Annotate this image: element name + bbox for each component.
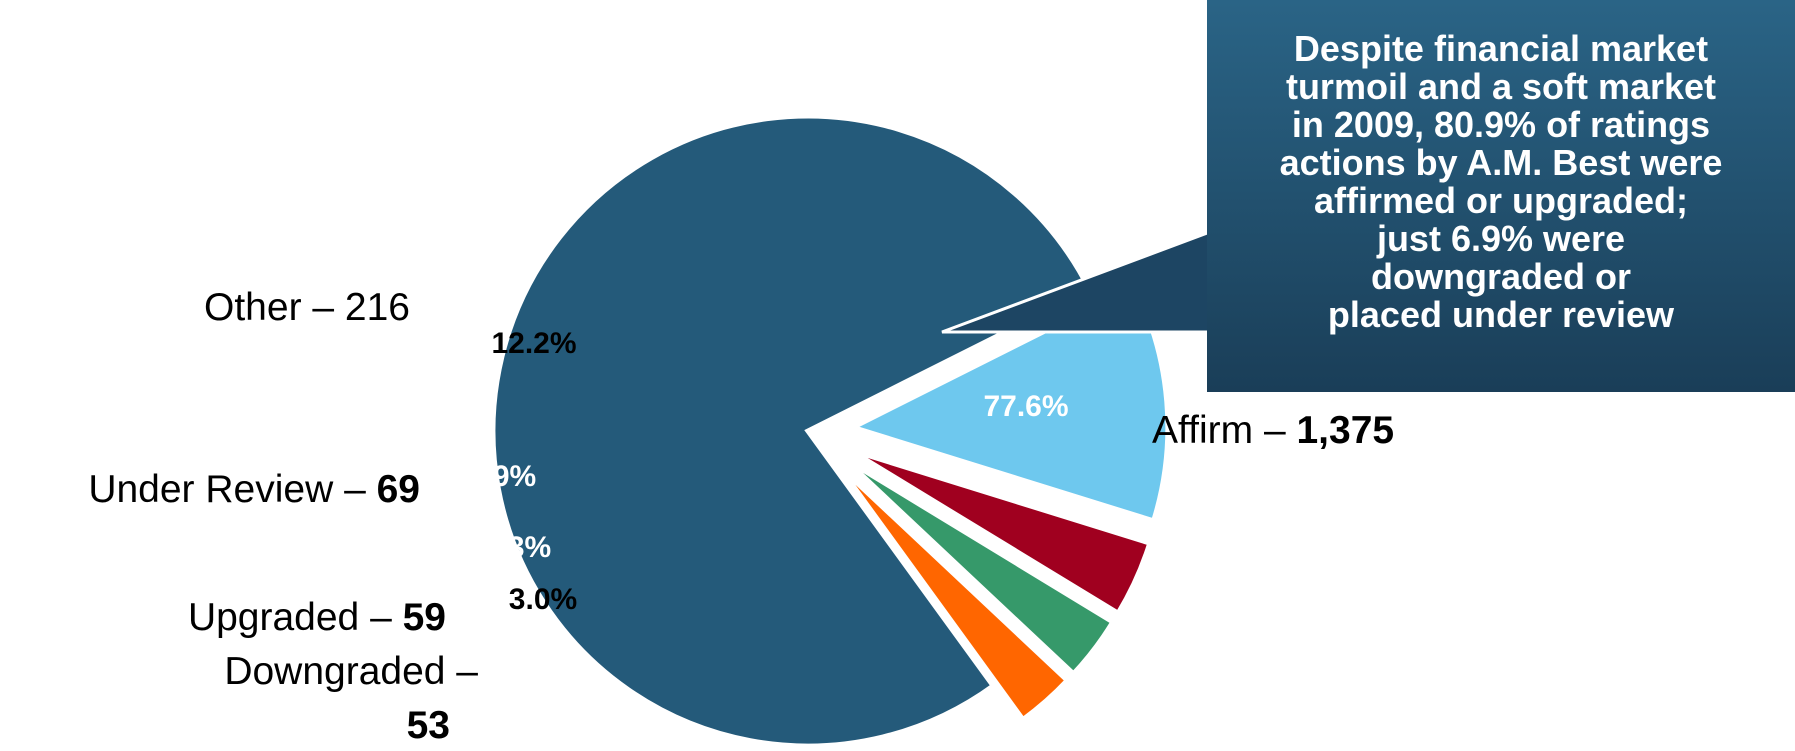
category-labels: Affirm – 1,375 Other – 216 Under Review – …	[88, 286, 1394, 747]
pie-slice-upgraded	[842, 456, 1117, 678]
percent-labels: 77.6% 12.2% 3.9% 3.3% 3.0%	[468, 327, 1069, 616]
percent-label-affirm: 77.6%	[983, 390, 1068, 423]
callout-line: downgraded or	[1371, 256, 1631, 297]
callout-text: Despite financial market turmoil and a so…	[1280, 28, 1723, 335]
category-name: Affirm –	[1152, 409, 1296, 452]
pie-slices	[490, 113, 1171, 749]
percent-label-upgraded: 3.3%	[483, 531, 551, 564]
callout-line: turmoil and a soft market	[1286, 66, 1716, 107]
percent-label-under-review: 3.9%	[468, 460, 536, 493]
callout-box	[1207, 0, 1795, 392]
category-label-other: Other – 216	[204, 286, 410, 329]
category-label-affirm: Affirm – 1,375	[1152, 409, 1394, 452]
callout-line: just 6.9% were	[1376, 218, 1625, 259]
category-label-upgraded: Upgraded – 59	[188, 596, 446, 639]
category-count: 1,375	[1296, 409, 1394, 452]
category-name: Downgraded –	[224, 650, 478, 693]
callout-line: placed under review	[1328, 294, 1675, 335]
category-name: Upgraded –	[188, 596, 403, 639]
callout-line: affirmed or upgraded;	[1314, 180, 1688, 221]
category-label-under-review: Under Review – 69	[88, 468, 420, 511]
callout-line: actions by A.M. Best were	[1280, 142, 1723, 183]
category-count: 69	[377, 468, 420, 511]
category-name: Other –	[204, 286, 345, 329]
category-label-downgraded: Downgraded – 53	[224, 650, 478, 747]
category-count: 53	[407, 704, 450, 747]
callout-line: Despite financial market	[1294, 28, 1708, 69]
percent-label-downgraded: 3.0%	[509, 583, 577, 616]
pie-slice-downgraded	[835, 462, 1071, 724]
callout-line: in 2009, 80.9% of ratings	[1292, 104, 1710, 145]
pie-slice-under-review	[847, 447, 1153, 617]
category-count: 59	[403, 596, 446, 639]
category-count: 216	[345, 286, 410, 329]
percent-label-other: 12.2%	[491, 327, 576, 360]
category-name: Under Review –	[88, 468, 376, 511]
callout: Despite financial market turmoil and a so…	[941, 0, 1795, 392]
pie-slice-affirm	[490, 113, 1093, 749]
